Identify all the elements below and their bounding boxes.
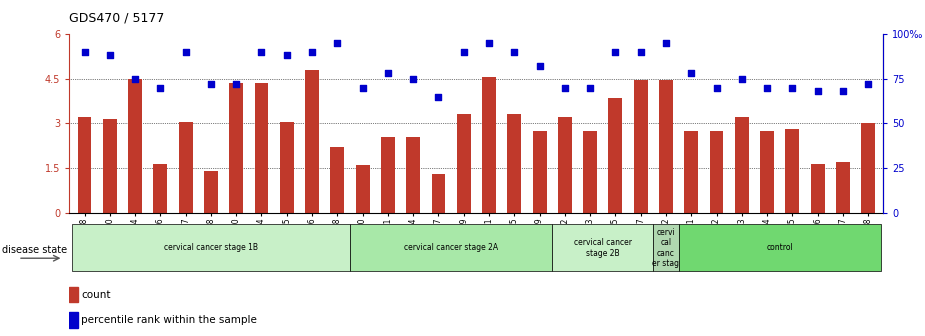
Bar: [482, 77, 496, 213]
Point: [759, 85, 774, 90]
Bar: [103, 119, 117, 213]
Bar: [179, 122, 192, 213]
Bar: [204, 171, 218, 213]
Point: [228, 81, 243, 87]
Bar: [734, 118, 748, 213]
Bar: [653, 224, 679, 271]
Point: [482, 40, 497, 45]
Bar: [72, 224, 350, 271]
Bar: [254, 83, 268, 213]
Bar: [709, 131, 723, 213]
Point: [608, 49, 623, 54]
Point: [532, 63, 547, 69]
Bar: [381, 137, 395, 213]
Bar: [684, 131, 698, 213]
Bar: [810, 164, 824, 213]
Bar: [583, 131, 597, 213]
Bar: [836, 162, 850, 213]
Bar: [330, 148, 344, 213]
Point: [835, 88, 850, 94]
Point: [406, 76, 421, 81]
Point: [204, 81, 218, 87]
Point: [153, 85, 167, 90]
Bar: [356, 165, 370, 213]
Point: [507, 49, 522, 54]
Bar: [154, 164, 167, 213]
Point: [103, 52, 117, 58]
Point: [634, 49, 648, 54]
Bar: [679, 224, 881, 271]
Point: [431, 94, 446, 99]
Bar: [760, 131, 774, 213]
Text: cervical cancer stage 1B: cervical cancer stage 1B: [164, 243, 258, 252]
Bar: [69, 312, 78, 328]
Point: [734, 76, 749, 81]
Bar: [350, 224, 552, 271]
Text: control: control: [766, 243, 793, 252]
Bar: [785, 129, 799, 213]
Point: [380, 71, 395, 76]
Point: [355, 85, 370, 90]
Point: [810, 88, 825, 94]
Bar: [558, 118, 572, 213]
Bar: [129, 79, 142, 213]
Point: [456, 49, 471, 54]
Point: [330, 40, 345, 45]
Bar: [280, 122, 294, 213]
Text: cervical cancer stage 2A: cervical cancer stage 2A: [404, 243, 499, 252]
Point: [709, 85, 724, 90]
Point: [254, 49, 269, 54]
Text: GDS470 / 5177: GDS470 / 5177: [69, 12, 165, 25]
Point: [128, 76, 142, 81]
Bar: [78, 118, 92, 213]
Bar: [507, 115, 522, 213]
Point: [583, 85, 598, 90]
Bar: [552, 224, 653, 271]
Bar: [431, 174, 446, 213]
Bar: [229, 83, 243, 213]
Point: [179, 49, 193, 54]
Bar: [634, 80, 647, 213]
Point: [861, 81, 876, 87]
Text: count: count: [81, 290, 111, 300]
Point: [659, 40, 673, 45]
Bar: [69, 287, 78, 302]
Point: [304, 49, 319, 54]
Point: [279, 52, 294, 58]
Text: cervi
cal
canc
er stag: cervi cal canc er stag: [652, 228, 680, 268]
Bar: [305, 70, 319, 213]
Bar: [457, 115, 471, 213]
Point: [77, 49, 92, 54]
Text: percentile rank within the sample: percentile rank within the sample: [81, 315, 257, 325]
Text: cervical cancer
stage 2B: cervical cancer stage 2B: [574, 238, 632, 257]
Point: [785, 85, 800, 90]
Point: [558, 85, 573, 90]
Point: [684, 71, 698, 76]
Bar: [861, 123, 875, 213]
Bar: [533, 131, 547, 213]
Bar: [659, 80, 672, 213]
Text: disease state: disease state: [2, 245, 67, 255]
Bar: [406, 137, 420, 213]
Bar: [609, 98, 623, 213]
